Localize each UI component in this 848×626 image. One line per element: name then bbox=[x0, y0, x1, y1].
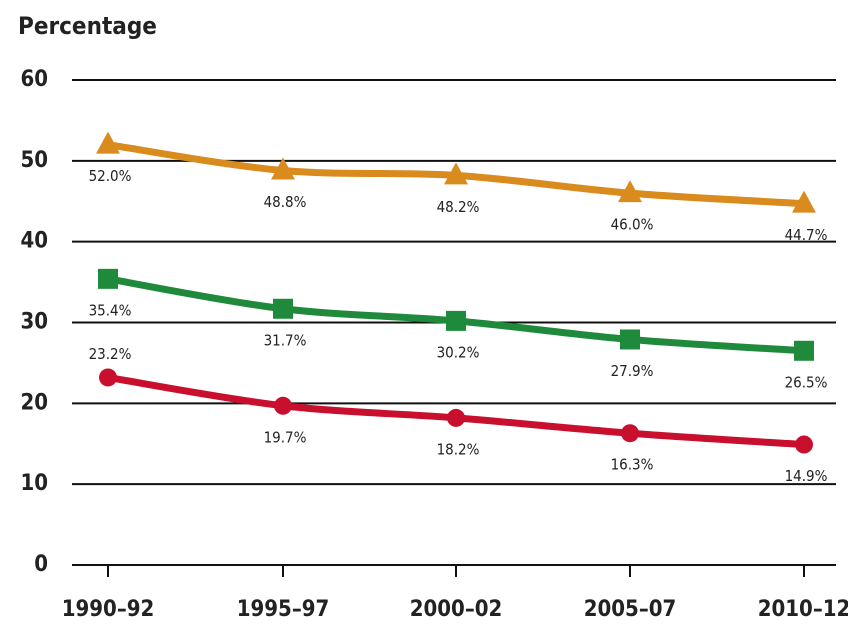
value-label: 26.5% bbox=[785, 373, 828, 391]
value-label: 30.2% bbox=[437, 343, 480, 361]
value-label: 31.7% bbox=[264, 331, 307, 349]
x-tick-label: 2005–07 bbox=[584, 597, 677, 622]
value-label: 19.7% bbox=[264, 428, 307, 446]
y-tick-label: 30 bbox=[20, 310, 48, 335]
marker bbox=[447, 408, 465, 427]
y-tick-label: 0 bbox=[34, 552, 48, 577]
x-tick-label: 1990–92 bbox=[62, 597, 155, 622]
marker bbox=[96, 131, 120, 154]
x-tick-label: 2000–02 bbox=[410, 597, 503, 622]
y-tick-label: 20 bbox=[20, 390, 48, 415]
value-label: 46.0% bbox=[611, 216, 654, 234]
marker bbox=[273, 298, 293, 319]
y-tick-label: 10 bbox=[20, 471, 48, 496]
value-label: 35.4% bbox=[89, 301, 132, 319]
x-tick-label: 1995–97 bbox=[237, 597, 330, 622]
marker bbox=[444, 162, 468, 185]
value-label: 18.2% bbox=[437, 440, 480, 458]
value-label: 27.9% bbox=[611, 362, 654, 380]
marker bbox=[620, 329, 640, 350]
marker bbox=[271, 157, 295, 180]
value-label: 23.2% bbox=[89, 345, 132, 363]
marker bbox=[274, 396, 292, 415]
value-label: 48.2% bbox=[437, 198, 480, 216]
marker bbox=[795, 435, 813, 454]
value-label: 44.7% bbox=[785, 226, 828, 244]
value-label: 48.8% bbox=[264, 193, 307, 211]
y-tick-label: 60 bbox=[20, 67, 48, 92]
y-axis-label: Percentage bbox=[18, 12, 157, 40]
marker bbox=[621, 424, 639, 443]
marker bbox=[446, 310, 466, 331]
marker bbox=[618, 180, 642, 203]
value-label: 14.9% bbox=[785, 467, 828, 485]
value-label: 16.3% bbox=[611, 456, 654, 474]
y-tick-label: 40 bbox=[20, 229, 48, 254]
marker bbox=[99, 368, 117, 387]
x-tick-label: 2010–12 bbox=[758, 597, 848, 622]
value-label: 52.0% bbox=[89, 167, 132, 185]
marker bbox=[794, 340, 814, 361]
marker bbox=[98, 268, 118, 289]
y-tick-label: 50 bbox=[20, 148, 48, 173]
marker bbox=[792, 190, 816, 213]
